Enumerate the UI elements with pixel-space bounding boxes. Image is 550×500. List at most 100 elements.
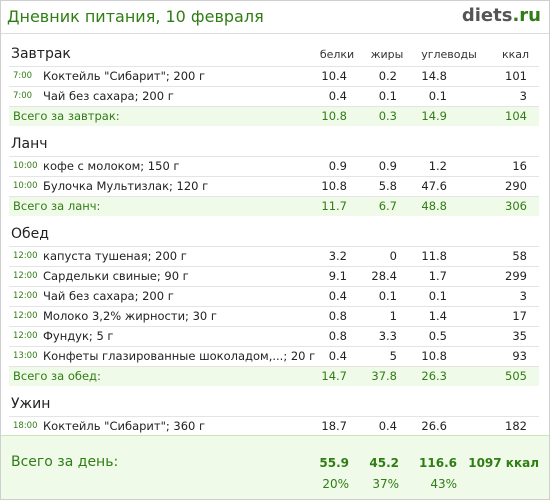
food-kcal: 299 <box>505 269 527 283</box>
day-carbs-percent: 43% <box>430 477 457 491</box>
food-name[interactable]: Чай без сахара; 200 г <box>43 89 174 103</box>
day-total-panel: Всего за день: 55.9 45.2 116.6 1097 ккал… <box>1 435 549 499</box>
food-row[interactable]: 10:00 кофе с молоком; 150 г 0.9 0.9 1.2 16 <box>9 156 539 176</box>
food-protein: 10.4 <box>321 69 347 83</box>
diets-logo[interactable]: diets.ru <box>462 5 541 26</box>
food-carbs: 0.5 <box>428 329 447 343</box>
header: Дневник питания, 10 февраля diets.ru <box>1 1 549 34</box>
food-kcal: 3 <box>519 89 527 103</box>
food-kcal: 35 <box>512 329 527 343</box>
food-name[interactable]: Чай без сахара; 200 г <box>43 289 174 303</box>
food-time: 12:00 <box>13 251 38 261</box>
day-total-kcal: 1097 ккал <box>468 456 539 470</box>
meal-title: Ужин <box>11 396 51 412</box>
food-name[interactable]: Сардельки свиные; 90 г <box>43 269 189 283</box>
food-name[interactable]: Фундук; 5 г <box>43 329 114 343</box>
food-row[interactable]: 10:00 Булочка Мультизлак; 120 г 10.8 5.8 47.… <box>9 176 539 196</box>
food-row[interactable]: 7:00 Чай без сахара; 200 г 0.4 0.1 0.1 3 <box>9 86 539 106</box>
meal-total-label: Всего за обед: <box>13 369 101 383</box>
food-fat: 0.2 <box>378 69 397 83</box>
food-carbs: 1.7 <box>428 269 447 283</box>
food-name[interactable]: Молоко 3,2% жирности; 30 г <box>43 309 217 323</box>
food-row[interactable]: 12:00 капуста тушеная; 200 г 3.2 0 11.8 58 <box>9 246 539 266</box>
day-total-carbs: 116.6 <box>419 456 457 470</box>
meal-section-header: Ланч <box>9 134 539 156</box>
food-carbs: 14.8 <box>421 69 447 83</box>
food-name[interactable]: кофе с молоком; 150 г <box>43 159 180 173</box>
food-row[interactable]: 12:00 Фундук; 5 г 0.8 3.3 0.5 35 <box>9 326 539 346</box>
logo-tld: .ru <box>512 5 541 26</box>
meals-list: Завтрак белки жиры углеводы ккал 7:00 Коктейль… <box>1 44 549 476</box>
food-carbs: 11.8 <box>421 249 447 263</box>
day-fat-percent: 37% <box>372 477 399 491</box>
food-kcal: 182 <box>505 419 527 433</box>
meal-total-fat: 6.7 <box>378 199 397 213</box>
food-protein: 18.7 <box>321 419 347 433</box>
food-time: 7:00 <box>13 71 33 81</box>
food-name[interactable]: Конфеты глазированные шоколадом,...; 20 … <box>43 349 316 363</box>
food-fat: 3.3 <box>378 329 397 343</box>
meal-total-fat: 0.3 <box>378 109 397 123</box>
page-title: Дневник питания, 10 февраля <box>7 7 264 26</box>
food-protein: 10.8 <box>321 179 347 193</box>
food-kcal: 101 <box>505 69 527 83</box>
food-kcal: 290 <box>505 179 527 193</box>
food-name[interactable]: Коктейль "Сибарит"; 200 г <box>43 69 206 83</box>
meal-total-row: Всего за ланч: 11.7 6.7 48.8 306 <box>9 196 539 216</box>
meal-section-header: Обед <box>9 224 539 246</box>
column-header-kcal: ккал <box>501 48 529 61</box>
food-carbs: 0.1 <box>428 89 447 103</box>
food-carbs: 1.2 <box>428 159 447 173</box>
meal-title: Обед <box>11 226 49 242</box>
food-protein: 0.9 <box>328 159 347 173</box>
day-protein-percent: 20% <box>322 477 349 491</box>
food-fat: 0.9 <box>378 159 397 173</box>
food-row[interactable]: 12:00 Молоко 3,2% жирности; 30 г 0.8 1 1.4 17 <box>9 306 539 326</box>
food-time: 12:00 <box>13 311 38 321</box>
food-time: 7:00 <box>13 91 33 101</box>
food-time: 10:00 <box>13 161 38 171</box>
food-row[interactable]: 18:00 Коктейль "Сибарит"; 360 г 18.7 0.4 26.… <box>9 416 539 436</box>
column-header-protein: белки <box>319 48 355 61</box>
meal-total-kcal: 306 <box>505 199 527 213</box>
food-protein: 0.4 <box>328 89 347 103</box>
column-header-fat: жиры <box>370 48 404 61</box>
day-total-protein: 55.9 <box>319 456 349 470</box>
meal-total-protein: 11.7 <box>321 199 347 213</box>
food-protein: 3.2 <box>328 249 347 263</box>
food-protein: 0.4 <box>328 349 347 363</box>
food-name[interactable]: капуста тушеная; 200 г <box>43 249 187 263</box>
food-fat: 5 <box>389 349 397 363</box>
food-name[interactable]: Коктейль "Сибарит"; 360 г <box>43 419 206 433</box>
food-fat: 1 <box>389 309 397 323</box>
meal-section-header: Ужин <box>9 394 539 416</box>
food-time: 12:00 <box>13 331 38 341</box>
food-protein: 0.4 <box>328 289 347 303</box>
meal-total-fat: 37.8 <box>371 369 397 383</box>
food-protein: 0.8 <box>328 309 347 323</box>
food-protein: 0.8 <box>328 329 347 343</box>
food-row[interactable]: 12:00 Чай без сахара; 200 г 0.4 0.1 0.1 3 <box>9 286 539 306</box>
food-kcal: 3 <box>519 289 527 303</box>
meal-title: Ланч <box>11 136 48 152</box>
food-kcal: 93 <box>512 349 527 363</box>
food-row[interactable]: 13:00 Конфеты глазированные шоколадом,...… <box>9 346 539 366</box>
food-carbs: 1.4 <box>428 309 447 323</box>
food-row[interactable]: 7:00 Коктейль "Сибарит"; 200 г 10.4 0.2 14.8… <box>9 66 539 86</box>
food-time: 13:00 <box>13 351 38 361</box>
food-fat: 0 <box>389 249 397 263</box>
food-row[interactable]: 12:00 Сардельки свиные; 90 г 9.1 28.4 1.7 299 <box>9 266 539 286</box>
food-time: 18:00 <box>13 421 38 431</box>
food-time: 12:00 <box>13 291 38 301</box>
meal-total-carbs: 48.8 <box>421 199 447 213</box>
meal-total-protein: 14.7 <box>321 369 347 383</box>
food-name[interactable]: Булочка Мультизлак; 120 г <box>43 179 209 193</box>
logo-main: diets <box>461 5 513 26</box>
food-fat: 5.8 <box>378 179 397 193</box>
food-fat: 28.4 <box>371 269 397 283</box>
meal-title: Завтрак <box>11 46 71 62</box>
food-fat: 0.1 <box>378 289 397 303</box>
food-time: 12:00 <box>13 271 38 281</box>
food-carbs: 47.6 <box>421 179 447 193</box>
meal-total-row: Всего за обед: 14.7 37.8 26.3 505 <box>9 366 539 386</box>
